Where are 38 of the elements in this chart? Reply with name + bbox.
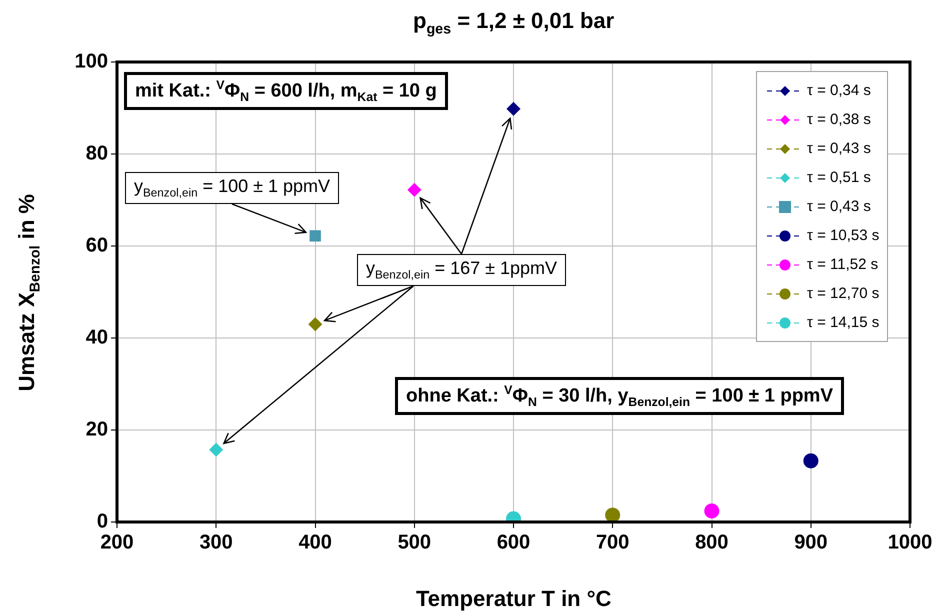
legend-label: τ = 0,51 s — [807, 169, 871, 186]
legend-label: τ = 0,38 s — [807, 111, 871, 128]
x-tick-label: 400 — [298, 532, 332, 554]
x-tick-label: 900 — [794, 532, 828, 554]
point — [506, 102, 520, 116]
x-tick-label: 1000 — [888, 532, 932, 554]
legend-label: τ = 12,70 s — [807, 285, 880, 302]
legend-label: τ = 14,15 s — [807, 314, 880, 331]
legend-label: τ = 0,43 s — [807, 140, 871, 157]
x-tick-label: 800 — [695, 532, 728, 554]
x-tick-label: 700 — [596, 532, 630, 554]
annotation: ohne Kat.: $^{V}$Φ$_{N}$ = 30 l/h, y$_{Benzol,ein}$ = 100 ± 1 ppmV — [395, 377, 844, 416]
legend-label: τ = 0,34 s — [807, 82, 871, 99]
point — [407, 182, 422, 197]
annotation: y$_{Benzol,ein}$ = 100 ± 1 ppmV — [125, 172, 340, 204]
x-tick-label: 500 — [398, 532, 432, 554]
x-tick-label: 200 — [100, 532, 134, 554]
point — [310, 230, 321, 242]
y-tick-label: 80 — [86, 142, 108, 165]
legend-label: τ = 10,53 s — [807, 227, 880, 244]
y-tick-label: 40 — [86, 326, 108, 349]
x-tick-label: 300 — [199, 532, 233, 554]
annotation: y$_{Benzol,ein}$ = 167 ± 1ppmV — [357, 254, 566, 286]
point — [803, 453, 818, 468]
y-tick-label: 60 — [86, 234, 108, 257]
point — [209, 442, 224, 457]
annotation: mit Kat.: $^{V}$Φ$_{N}$ = 600 l/h, m$_{Kat}$ = 10 g — [124, 72, 448, 110]
point — [308, 317, 322, 332]
x-axis-title: Temperatur T in °C — [416, 586, 612, 612]
legend-label: τ = 11,52 s — [807, 256, 878, 273]
chart-title: p$_{ges}$ = 1,2 ± 0,01 bar — [413, 8, 614, 38]
legend-label: τ = 0,43 s — [807, 198, 871, 215]
y-tick-label: 100 — [74, 50, 108, 73]
y-tick-label: 20 — [86, 418, 108, 441]
y-tick-label: 0 — [96, 510, 108, 533]
point — [605, 508, 620, 522]
point — [704, 503, 720, 518]
x-tick-label: 600 — [496, 532, 530, 554]
